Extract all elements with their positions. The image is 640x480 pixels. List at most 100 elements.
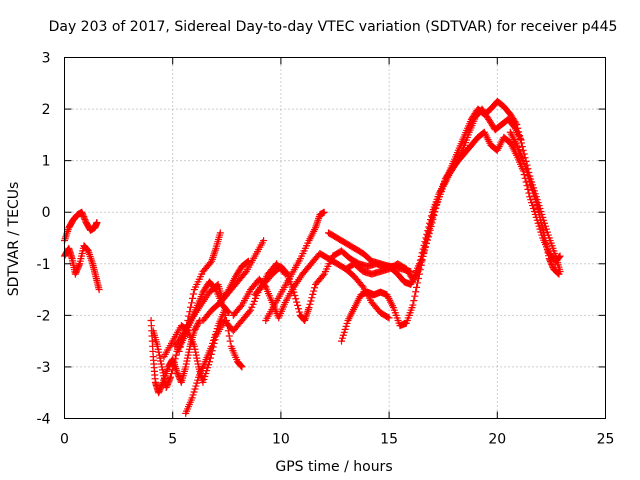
data-point-marker bbox=[410, 297, 418, 305]
data-point-marker bbox=[414, 275, 422, 283]
data-point-marker bbox=[154, 342, 162, 350]
data-point-marker bbox=[385, 314, 393, 322]
data-point-marker bbox=[341, 325, 349, 333]
data-point-marker bbox=[319, 272, 327, 280]
data-point-marker bbox=[553, 269, 561, 277]
data-point-marker bbox=[555, 270, 563, 278]
data-point-marker bbox=[193, 357, 201, 365]
data-point-marker bbox=[309, 290, 317, 298]
data-point-marker bbox=[193, 322, 201, 330]
data-point-marker bbox=[81, 216, 89, 224]
x-tick-labels: 0 5 10 15 20 25 bbox=[60, 432, 614, 448]
series-track-p bbox=[506, 128, 563, 278]
data-point-marker bbox=[75, 261, 83, 269]
data-point-marker bbox=[425, 223, 433, 231]
data-point-marker bbox=[415, 270, 423, 278]
data-point-marker bbox=[529, 205, 537, 213]
series-track-o bbox=[342, 97, 564, 283]
data-point-marker bbox=[515, 128, 523, 136]
data-point-marker bbox=[157, 360, 165, 368]
data-point-marker bbox=[74, 263, 82, 271]
data-point-marker bbox=[74, 264, 82, 272]
data-point-marker bbox=[418, 249, 426, 257]
data-point-marker bbox=[202, 370, 210, 378]
data-point-marker bbox=[545, 252, 553, 260]
x-tick-label: 15 bbox=[380, 432, 398, 448]
data-point-marker bbox=[210, 333, 218, 341]
data-point-marker bbox=[419, 245, 427, 253]
x-tick-label: 20 bbox=[488, 432, 506, 448]
data-point-marker bbox=[523, 182, 531, 190]
data-point-marker bbox=[525, 174, 533, 182]
data-point-marker bbox=[188, 394, 196, 402]
data-point-marker bbox=[420, 241, 428, 249]
data-point-marker bbox=[171, 355, 179, 363]
data-point-marker bbox=[245, 308, 253, 316]
data-point-marker bbox=[310, 287, 318, 295]
data-points bbox=[61, 97, 564, 417]
y-tick-label: 3 bbox=[42, 51, 51, 67]
data-point-marker bbox=[426, 219, 434, 227]
data-point-marker bbox=[191, 325, 199, 333]
data-point-marker bbox=[78, 208, 86, 216]
y-tick-label: -2 bbox=[37, 308, 51, 324]
data-point-marker bbox=[193, 379, 201, 387]
data-point-marker bbox=[306, 300, 314, 308]
data-point-marker bbox=[384, 313, 392, 321]
data-point-marker bbox=[72, 269, 80, 277]
data-point-marker bbox=[513, 121, 521, 129]
data-point-marker bbox=[170, 359, 178, 367]
data-point-marker bbox=[213, 325, 221, 333]
data-point-marker bbox=[527, 196, 535, 204]
data-point-marker bbox=[222, 317, 230, 325]
data-point-marker bbox=[205, 361, 213, 369]
data-point-marker bbox=[194, 376, 202, 384]
data-point-marker bbox=[417, 252, 425, 260]
data-point-marker bbox=[210, 336, 218, 344]
data-point-marker bbox=[516, 132, 524, 140]
data-point-marker bbox=[194, 360, 202, 368]
data-point-marker bbox=[542, 225, 550, 233]
data-point-marker bbox=[221, 306, 229, 314]
data-point-marker bbox=[80, 214, 88, 222]
data-point-marker bbox=[295, 308, 303, 316]
data-point-marker bbox=[175, 347, 183, 355]
series-track-g bbox=[175, 229, 224, 355]
data-point-marker bbox=[201, 373, 209, 381]
data-point-marker bbox=[176, 343, 184, 351]
data-point-marker bbox=[358, 282, 366, 290]
data-point-marker bbox=[71, 270, 79, 278]
y-tick-label: 2 bbox=[42, 102, 51, 118]
data-point-marker bbox=[224, 327, 232, 335]
data-point-marker bbox=[222, 311, 230, 319]
data-point-marker bbox=[156, 354, 164, 362]
data-point-marker bbox=[516, 135, 524, 143]
data-point-marker bbox=[187, 303, 195, 311]
data-point-marker bbox=[225, 332, 233, 340]
data-point-marker bbox=[157, 357, 165, 365]
data-point-marker bbox=[200, 375, 208, 383]
data-point-marker bbox=[292, 295, 300, 303]
data-point-marker bbox=[282, 269, 290, 277]
y-tick-label: 0 bbox=[42, 205, 51, 221]
data-point-marker bbox=[155, 348, 163, 356]
data-point-marker bbox=[73, 266, 81, 274]
data-point-marker bbox=[175, 373, 183, 381]
data-point-marker bbox=[237, 362, 245, 370]
chart-title: Day 203 of 2017, Sidereal Day-to-day VTE… bbox=[49, 19, 618, 35]
data-point-marker bbox=[164, 379, 172, 387]
data-point-marker bbox=[204, 364, 212, 372]
data-point-marker bbox=[209, 339, 217, 347]
data-point-marker bbox=[546, 258, 554, 266]
data-point-marker bbox=[530, 207, 538, 215]
data-point-marker bbox=[182, 363, 190, 371]
data-point-marker bbox=[546, 256, 554, 264]
data-point-marker bbox=[518, 143, 526, 151]
data-point-marker bbox=[155, 387, 163, 395]
data-point-marker bbox=[320, 208, 328, 216]
data-point-marker bbox=[192, 348, 200, 356]
data-point-marker bbox=[156, 386, 164, 394]
data-point-marker bbox=[342, 322, 350, 330]
data-point-marker bbox=[311, 284, 319, 292]
data-point-marker bbox=[340, 328, 348, 336]
